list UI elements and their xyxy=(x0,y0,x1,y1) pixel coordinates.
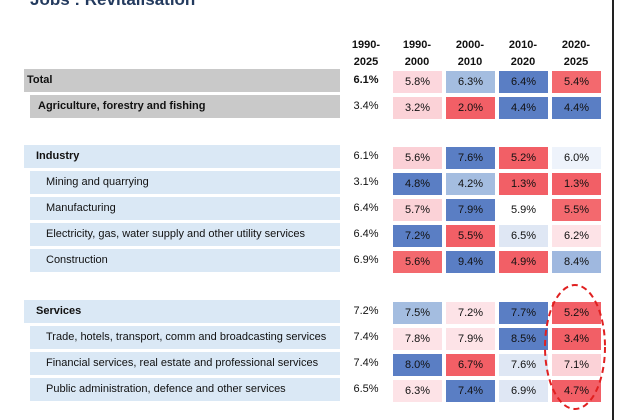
column-header-line2: 2020 xyxy=(510,56,536,68)
section-header-label: Industry xyxy=(24,145,340,168)
heatmap-cell: 4.8% xyxy=(393,173,442,195)
heatmap-cell: 5.5% xyxy=(446,225,495,247)
column-header: 1990- 2025 xyxy=(340,37,392,71)
heatmap-cell: 5.8% xyxy=(393,71,442,93)
heatmap-cell: 8.5% xyxy=(499,328,548,350)
row-label: Mining and quarrying xyxy=(30,171,340,194)
heatmap-cell: 7.9% xyxy=(446,328,495,350)
column-header-line2: 2025 xyxy=(353,56,379,68)
row-label: Agriculture, forestry and fishing xyxy=(30,95,340,118)
row-label: Construction xyxy=(30,249,340,272)
heatmap-cell: 9.4% xyxy=(446,251,495,273)
section-header-label: Total xyxy=(24,69,340,92)
column-header-line2: 2010 xyxy=(457,56,483,68)
heatmap-cell: 7.9% xyxy=(446,199,495,221)
row-label: Trade, hotels, transport, comm and broad… xyxy=(30,326,340,349)
total-value: 7.4% xyxy=(353,357,379,369)
heatmap-cell: 5.6% xyxy=(393,147,442,169)
column-header: 2020- 2025 xyxy=(550,37,602,71)
heatmap-cell: 7.5% xyxy=(393,302,442,324)
heatmap-cell: 3.2% xyxy=(393,97,442,119)
row-label: Financial services, real estate and prof… xyxy=(30,352,340,375)
heatmap-cell: 7.2% xyxy=(393,225,442,247)
heatmap-cell: 3.4% xyxy=(552,328,601,350)
total-value: 6.5% xyxy=(353,383,379,395)
heatmap-cell: 5.4% xyxy=(552,71,601,93)
column-header-line1: 2020- xyxy=(561,39,591,51)
heatmap-cell: 4.2% xyxy=(446,173,495,195)
heatmap-cell: 1.3% xyxy=(552,173,601,195)
heatmap-cell: 6.3% xyxy=(446,71,495,93)
column-header-line2: 2025 xyxy=(563,56,589,68)
heatmap-cell: 6.4% xyxy=(499,71,548,93)
heatmap-cell: 4.9% xyxy=(499,251,548,273)
total-value: 3.4% xyxy=(353,100,379,112)
heatmap-cell: 6.0% xyxy=(552,147,601,169)
heatmap-cell: 4.4% xyxy=(499,97,548,119)
column-header-line1: 1990- xyxy=(402,39,432,51)
heatmap-cell: 5.7% xyxy=(393,199,442,221)
heatmap-cell: 5.2% xyxy=(552,302,601,324)
total-value: 6.9% xyxy=(353,254,379,266)
heatmap-cell: 7.1% xyxy=(552,354,601,376)
column-header-line2: 2000 xyxy=(404,56,430,68)
heatmap-cell: 4.4% xyxy=(552,97,601,119)
column-header-line1: 2010- xyxy=(508,39,538,51)
heatmap-cell: 7.8% xyxy=(393,328,442,350)
heatmap-cell: 6.2% xyxy=(552,225,601,247)
total-value: 6.1% xyxy=(353,74,379,86)
heatmap-cell: 1.3% xyxy=(499,173,548,195)
heatmap-cell: 2.0% xyxy=(446,97,495,119)
heatmap-cell: 7.4% xyxy=(446,380,495,402)
heatmap-cell: 5.2% xyxy=(499,147,548,169)
heatmap-cell: 5.9% xyxy=(499,199,548,221)
column-header: 1990- 2000 xyxy=(391,37,443,71)
total-value: 7.4% xyxy=(353,331,379,343)
total-value: 6.4% xyxy=(353,228,379,240)
column-header: 2000- 2010 xyxy=(444,37,496,71)
heatmap-cell: 7.7% xyxy=(499,302,548,324)
heatmap-cell: 6.5% xyxy=(499,225,548,247)
total-value: 7.2% xyxy=(353,305,379,317)
heatmap-cell: 7.2% xyxy=(446,302,495,324)
heatmap-cell: 5.5% xyxy=(552,199,601,221)
row-label: Manufacturing xyxy=(30,197,340,220)
section-header-label: Services xyxy=(24,300,340,323)
right-border-rule xyxy=(612,0,614,420)
heatmap-cell: 6.9% xyxy=(499,380,548,402)
row-label: Electricity, gas, water supply and other… xyxy=(30,223,340,246)
total-value: 3.1% xyxy=(353,176,379,188)
total-value: 6.4% xyxy=(353,202,379,214)
heatmap-cell: 8.0% xyxy=(393,354,442,376)
column-header-line1: 2000- xyxy=(455,39,485,51)
column-header-line1: 1990- xyxy=(351,39,381,51)
heatmap-cell: 7.6% xyxy=(499,354,548,376)
heatmap-cell: 5.6% xyxy=(393,251,442,273)
total-value: 6.1% xyxy=(353,150,379,162)
column-header: 2010- 2020 xyxy=(497,37,549,71)
heatmap-cell: 6.7% xyxy=(446,354,495,376)
heatmap-cell: 6.3% xyxy=(393,380,442,402)
row-label: Public administration, defence and other… xyxy=(30,378,340,401)
page-title: Jobs : Revitalisation xyxy=(30,0,195,10)
heatmap-cell: 7.6% xyxy=(446,147,495,169)
heatmap-cell: 4.7% xyxy=(552,380,601,402)
heatmap-cell: 8.4% xyxy=(552,251,601,273)
